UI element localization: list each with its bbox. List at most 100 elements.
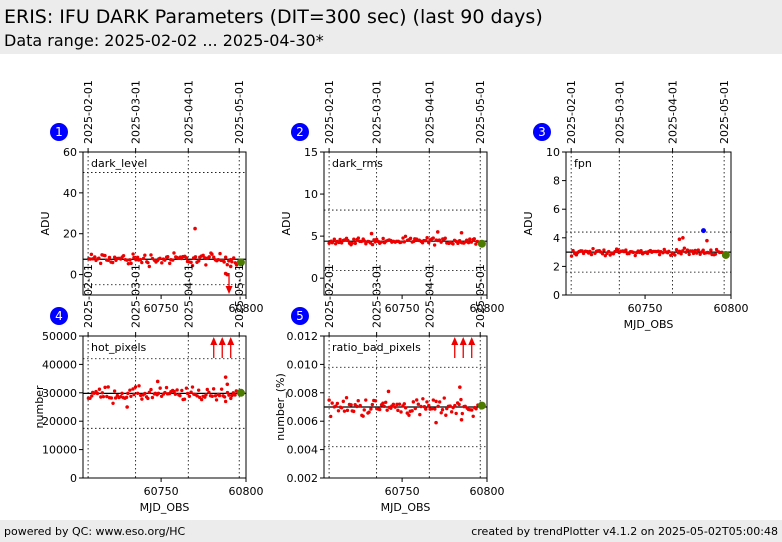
data-point (204, 263, 208, 267)
data-point (356, 399, 360, 403)
data-point (105, 394, 109, 399)
data-point (408, 236, 413, 241)
data-point (602, 248, 606, 252)
data-point (341, 399, 346, 404)
data-point (677, 249, 682, 254)
data-point (216, 258, 220, 262)
data-point (569, 254, 574, 258)
data-point (204, 393, 208, 397)
data-point (606, 249, 611, 254)
data-point (402, 240, 406, 244)
data-point (362, 239, 367, 243)
data-point (681, 236, 685, 240)
data-point (433, 407, 437, 411)
data-point (355, 404, 359, 409)
data-point (178, 393, 182, 398)
data-point (195, 394, 199, 398)
data-point (615, 247, 620, 252)
data-point (210, 252, 214, 256)
data-point (203, 256, 207, 260)
data-point (175, 388, 179, 392)
latest-point (236, 258, 245, 267)
data-point (714, 247, 719, 252)
footer-credit[interactable]: powered by QC: www.eso.org/HC (4, 525, 186, 538)
panel-badge (50, 307, 68, 325)
data-point (459, 397, 463, 402)
data-point (691, 251, 696, 256)
data-point (217, 393, 222, 398)
data-point (172, 389, 176, 394)
data-point (362, 408, 366, 412)
data-point (661, 251, 665, 255)
data-point (166, 255, 170, 259)
data-point (339, 241, 344, 245)
data-point (163, 258, 167, 262)
data-point (112, 389, 117, 393)
data-point (393, 405, 397, 409)
plot-frame (82, 151, 247, 296)
data-point (113, 396, 118, 400)
data-point (677, 237, 682, 242)
data-point (327, 241, 331, 245)
data-point (129, 261, 133, 266)
data-point (457, 402, 461, 407)
latest-point (477, 239, 486, 248)
data-point (364, 242, 368, 246)
date-tick-label: 2025-03-01 (613, 80, 626, 144)
data-point (141, 256, 146, 261)
data-point (580, 249, 584, 253)
y-tick-label: 0 (553, 289, 560, 302)
data-point (103, 253, 107, 258)
data-point (143, 253, 147, 257)
data-point (205, 387, 209, 392)
data-point (369, 407, 373, 411)
data-point (379, 240, 384, 244)
data-point (466, 240, 471, 245)
data-point (349, 403, 353, 407)
date-tick-label: 2025-04-01 (667, 80, 680, 144)
data-point (225, 390, 230, 395)
data-point (147, 264, 152, 269)
panel-badge-number: 3 (538, 125, 546, 139)
data-point (189, 390, 193, 394)
data-point (133, 385, 138, 389)
data-point (155, 379, 160, 384)
data-point (223, 399, 228, 404)
data-point (168, 261, 172, 266)
data-point (193, 255, 198, 259)
date-tick-label: 2025-02-01 (565, 80, 578, 144)
data-point (657, 252, 662, 257)
data-point (137, 384, 141, 388)
date-tick-label: 2025-02-01 (82, 264, 95, 328)
data-point (156, 391, 161, 396)
data-point (639, 249, 643, 253)
date-tick-label: 2025-04-01 (182, 264, 195, 328)
data-point (454, 411, 458, 416)
data-point (163, 390, 167, 395)
data-point (207, 255, 211, 259)
data-point (451, 242, 455, 246)
data-point (201, 253, 205, 258)
data-point (218, 251, 222, 256)
date-tick-label: 2025-04-01 (182, 80, 195, 144)
x-tick-label: 60750 (144, 302, 179, 315)
data-point (173, 392, 178, 396)
data-point (431, 398, 436, 402)
data-point (713, 252, 718, 256)
data-point (327, 398, 331, 402)
data-point (184, 386, 189, 390)
report-header: ERIS: IFU DARK Parameters (DIT=300 sec) … (0, 0, 782, 54)
y-tick-label: 2 (553, 260, 560, 273)
data-point (135, 255, 140, 259)
y-tick-label: 10 (304, 188, 318, 201)
data-point (373, 240, 377, 244)
data-point (378, 407, 382, 412)
data-point (425, 400, 429, 404)
data-point (364, 398, 368, 402)
data-point (97, 387, 102, 391)
data-point (468, 237, 472, 241)
data-point (411, 400, 416, 404)
data-point (171, 258, 175, 262)
data-point (223, 375, 228, 379)
data-point (356, 236, 361, 240)
